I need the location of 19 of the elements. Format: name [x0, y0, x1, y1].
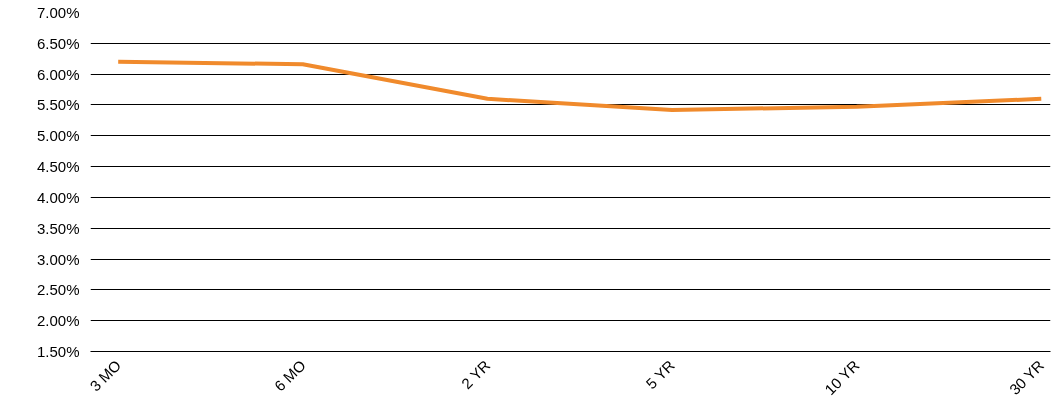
x-tick-label: 30 YR	[1005, 356, 1048, 398]
y-tick-label: 6.00%	[36, 65, 80, 83]
y-tick-label: 3.50%	[36, 219, 80, 237]
y-tick-label: 5.50%	[36, 96, 80, 114]
line-series	[116, 59, 1044, 112]
x-tick-label: 6 MO	[270, 356, 309, 395]
y-tick-label: 1.50%	[36, 343, 80, 360]
y-tick-label: 7.00%	[36, 4, 80, 21]
y-tick-label: 3.00%	[36, 250, 80, 268]
y-tick-label: 5.00%	[36, 127, 80, 145]
x-tick-label: 5 YR	[642, 356, 678, 393]
x-tick-label: 10 YR	[821, 356, 863, 398]
x-tick-label: 2 YR	[457, 356, 494, 393]
y-tick-label: 2.00%	[36, 312, 80, 330]
x-tick-label: 3 MO	[86, 356, 125, 395]
y-tick-label: 2.50%	[36, 281, 80, 299]
y-tick-label: 6.50%	[36, 34, 80, 52]
y-tick-label: 4.00%	[36, 188, 80, 206]
y-tick-label: 4.50%	[36, 158, 80, 176]
